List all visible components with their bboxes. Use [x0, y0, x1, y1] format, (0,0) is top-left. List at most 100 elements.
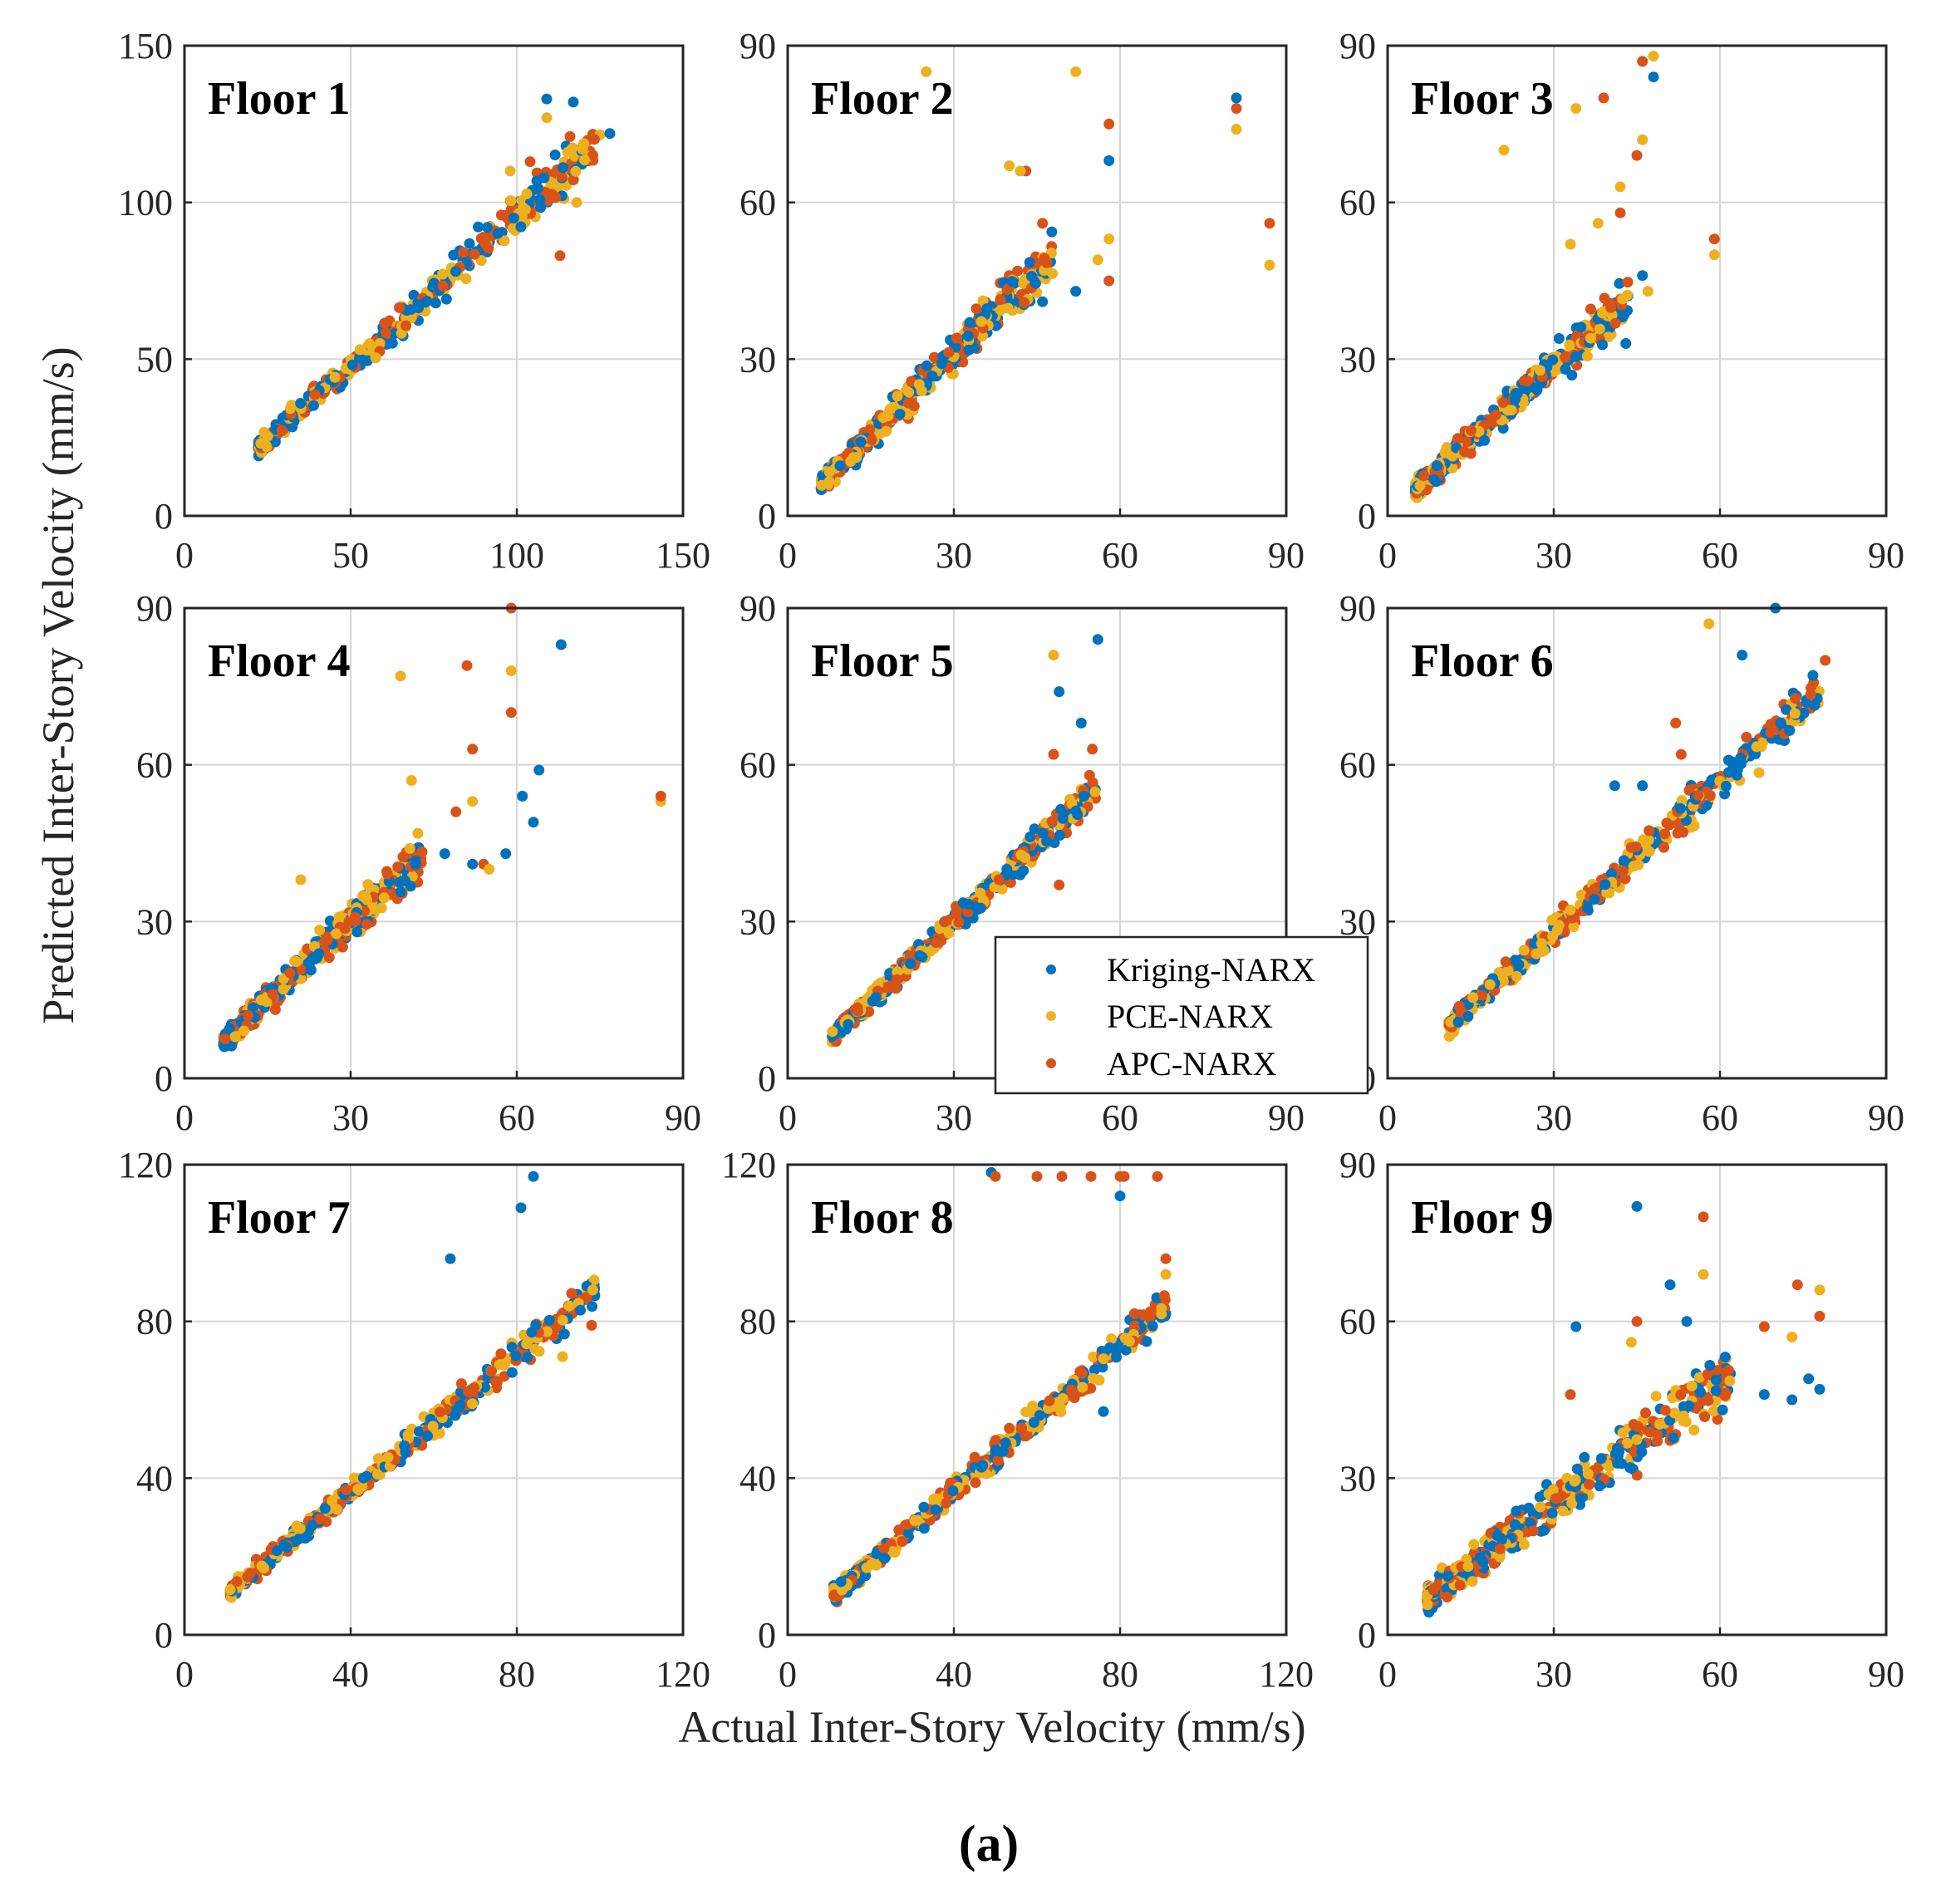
- point-apc-narx: [1741, 731, 1752, 743]
- figure-caption: (a): [959, 1816, 1019, 1872]
- x-tick-label: 30: [332, 1097, 369, 1138]
- point-pce-narx: [1601, 887, 1613, 898]
- point-kriging-narx: [905, 958, 916, 969]
- point-kriging-narx: [399, 1440, 410, 1451]
- point-kriging-narx: [422, 1430, 434, 1442]
- point-apc-narx: [1712, 1414, 1723, 1425]
- point-kriging-narx: [1807, 670, 1819, 681]
- point-kriging-narx: [532, 183, 543, 194]
- point-apc-narx: [1663, 819, 1675, 831]
- point-kriging-narx: [1054, 830, 1065, 841]
- point-apc-narx: [1640, 1407, 1651, 1419]
- point-apc-narx: [1465, 448, 1477, 459]
- point-pce-narx: [1506, 405, 1517, 416]
- point-pce-narx: [588, 1274, 600, 1286]
- legend-label-apc: APC-NARX: [1107, 1045, 1277, 1082]
- point-kriging-narx: [1620, 338, 1632, 349]
- point-apc-narx: [467, 743, 479, 755]
- point-kriging-narx: [1735, 753, 1747, 763]
- point-apc-narx: [505, 707, 517, 719]
- point-apc-narx: [566, 1288, 577, 1299]
- point-kriging-narx: [1553, 333, 1565, 344]
- point-pce-narx: [1502, 964, 1514, 976]
- point-apc-narx: [902, 397, 914, 409]
- data-points: [253, 93, 616, 462]
- point-apc-narx: [852, 1005, 863, 1017]
- point-pce-narx: [1650, 1391, 1662, 1402]
- point-kriging-narx: [1034, 1410, 1045, 1421]
- point-pce-narx: [977, 330, 988, 341]
- point-apc-narx: [1670, 717, 1682, 729]
- point-apc-narx: [458, 247, 469, 258]
- point-kriging-narx: [1037, 827, 1049, 839]
- point-kriging-narx: [515, 1202, 527, 1214]
- point-pce-narx: [1534, 365, 1545, 376]
- point-apc-narx: [1704, 790, 1716, 801]
- point-pce-narx: [1089, 786, 1101, 797]
- point-pce-narx: [372, 1469, 383, 1480]
- point-pce-narx: [374, 338, 386, 349]
- point-pce-narx: [460, 273, 472, 284]
- x-tick-label: 120: [1259, 1654, 1314, 1695]
- point-kriging-narx: [879, 1553, 891, 1564]
- point-apc-narx: [1790, 693, 1801, 704]
- point-pce-narx: [404, 842, 415, 854]
- panel-floor-3: 0 30 60 90 0 30 60 90 Floor 3: [1339, 26, 1904, 576]
- point-apc-narx: [1617, 866, 1629, 877]
- x-tick-label: 90: [665, 1097, 701, 1138]
- point-kriging-narx: [295, 398, 307, 409]
- panel-floor-8: 0 40 80 120 0 40 80 120 Floor 8: [721, 1145, 1314, 1695]
- x-tick-label: 40: [936, 1654, 972, 1695]
- point-kriging-narx: [870, 992, 882, 1004]
- point-kriging-narx: [963, 898, 975, 910]
- point-kriging-narx: [1605, 868, 1617, 880]
- point-kriging-narx: [508, 212, 519, 223]
- point-kriging-narx: [1531, 382, 1543, 394]
- axes-frame: [1386, 1163, 1888, 1637]
- point-apc-narx: [1521, 375, 1533, 387]
- y-tick-label: 0: [1358, 496, 1376, 537]
- point-pce-narx: [1231, 124, 1242, 135]
- point-kriging-narx: [534, 194, 546, 206]
- x-tick-label: 30: [1536, 535, 1572, 576]
- point-pce-narx: [1497, 973, 1508, 984]
- point-apc-narx: [1494, 1543, 1506, 1554]
- point-apc-narx: [1527, 1525, 1539, 1537]
- axes-frame: [1386, 44, 1888, 518]
- point-kriging-narx: [1428, 474, 1440, 485]
- x-tick-label: 30: [936, 1097, 972, 1138]
- point-kriging-narx: [538, 172, 550, 184]
- point-pce-narx: [1565, 238, 1576, 250]
- point-apc-narx: [437, 280, 449, 292]
- point-apc-narx: [267, 989, 278, 1000]
- point-kriging-narx: [1814, 1383, 1826, 1395]
- point-kriging-narx: [386, 337, 398, 349]
- point-kriging-narx: [1029, 823, 1040, 835]
- point-apc-narx: [1693, 789, 1703, 801]
- point-kriging-narx: [533, 764, 545, 776]
- y-tick-label: 60: [1339, 1302, 1376, 1342]
- point-pce-narx: [1625, 1337, 1637, 1348]
- y-tick-label: 0: [155, 1615, 173, 1656]
- x-tick-label: 60: [1702, 1654, 1738, 1695]
- point-apc-narx: [970, 1477, 981, 1489]
- point-kriging-narx: [1474, 1552, 1486, 1563]
- point-pce-narx: [314, 925, 326, 935]
- point-kriging-narx: [1546, 1507, 1558, 1519]
- point-pce-narx: [1686, 1380, 1698, 1391]
- point-apc-narx: [1628, 1419, 1639, 1430]
- panel-title: Floor 8: [811, 1192, 954, 1244]
- point-kriging-narx: [1614, 1445, 1625, 1457]
- point-apc-narx: [1599, 292, 1610, 304]
- point-kriging-narx: [1523, 1502, 1535, 1514]
- point-apc-narx: [1056, 1170, 1068, 1182]
- point-kriging-narx: [558, 1328, 570, 1340]
- point-apc-narx: [1500, 956, 1511, 968]
- point-kriging-narx: [510, 1350, 522, 1362]
- point-apc-narx: [1722, 1364, 1734, 1376]
- point-pce-narx: [370, 352, 381, 364]
- axes-frame: [183, 44, 685, 518]
- point-kriging-narx: [1026, 271, 1037, 282]
- panel-floor-1: 0 50 100 150 0 50 100 150 Floor 1: [118, 26, 710, 576]
- point-apc-narx: [295, 964, 307, 975]
